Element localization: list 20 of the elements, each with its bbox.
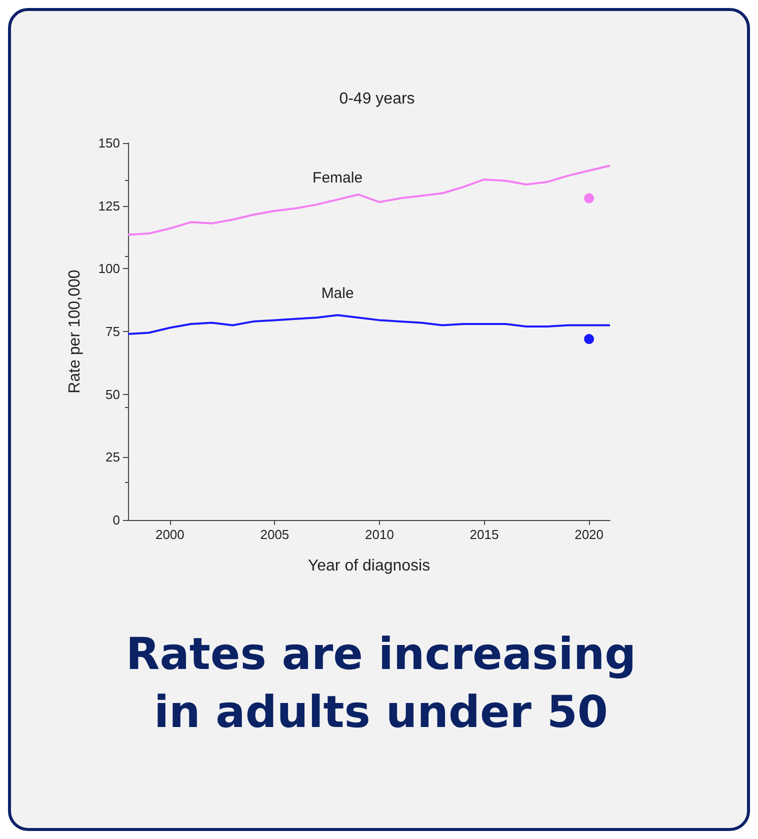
text: Rates are increasing in adults under 50 — [124, 628, 638, 740]
y-tick-label: 75 — [106, 324, 120, 339]
x-tick-label: 2015 — [470, 527, 499, 542]
y-tick-label: 100 — [98, 261, 120, 276]
x-tick-label: 2010 — [365, 527, 394, 542]
line-series — [127, 314, 611, 336]
x-tick-label: 2005 — [260, 527, 290, 542]
y-tick-label: 50 — [106, 386, 120, 402]
series-label: Female — [312, 170, 363, 187]
y-tick-label: 150 — [98, 136, 120, 150]
chart-title: 0-49 years — [339, 90, 415, 108]
y-axis-title: Rate per 100,000 — [66, 270, 84, 394]
line-series — [127, 164, 611, 236]
x-tick-label: 2000 — [155, 527, 184, 542]
y-tick-label: 125 — [98, 198, 120, 214]
x-tick-label: 2020 — [574, 527, 604, 542]
x-axis-title: Year of diagnosis — [308, 558, 430, 574]
y-tick-label: 0 — [112, 512, 120, 528]
y-tick-label: 25 — [106, 450, 120, 465]
series-label: Male — [321, 285, 354, 302]
